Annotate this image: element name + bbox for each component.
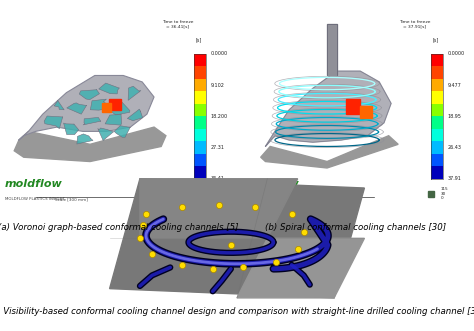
Polygon shape [44,116,63,129]
Polygon shape [109,179,365,298]
Polygon shape [360,106,372,118]
Polygon shape [194,166,206,179]
Text: moldflow: moldflow [5,179,63,189]
Polygon shape [194,116,206,129]
Text: Scale [300 mm]: Scale [300 mm] [55,197,88,201]
Text: [s]: [s] [433,37,439,42]
Polygon shape [431,67,443,79]
Polygon shape [431,166,443,179]
Polygon shape [194,54,206,67]
Text: 37.91: 37.91 [448,176,462,181]
Polygon shape [261,136,398,168]
Polygon shape [265,71,391,147]
Text: 9.102: 9.102 [211,83,225,88]
Text: 27.31: 27.31 [211,145,225,150]
Text: Time to freeze
= 37.91[s]: Time to freeze = 37.91[s] [399,20,430,28]
Polygon shape [109,99,121,110]
Polygon shape [431,54,443,67]
Text: [s]: [s] [196,37,202,42]
Polygon shape [91,99,112,110]
Text: MOLDFLOW PLASTICS INSIGHT: MOLDFLOW PLASTICS INSIGHT [5,197,64,201]
Text: 115
30
0: 115 30 0 [441,187,448,200]
Text: 26.43: 26.43 [448,145,462,150]
Polygon shape [64,123,79,135]
Polygon shape [431,91,443,104]
Polygon shape [128,109,143,121]
Text: Time to freeze
= 36.41[s]: Time to freeze = 36.41[s] [162,20,193,28]
Polygon shape [194,91,206,104]
Polygon shape [110,101,130,115]
Polygon shape [114,126,130,137]
Text: moldflow: moldflow [242,179,300,189]
Text: 0.0000: 0.0000 [448,51,465,57]
Polygon shape [431,141,443,154]
Polygon shape [431,129,443,141]
Polygon shape [327,24,337,75]
Polygon shape [140,179,298,238]
Polygon shape [431,154,443,166]
Text: (a) Voronoi graph-based conformal cooling channels [5]: (a) Voronoi graph-based conformal coolin… [0,223,239,232]
Polygon shape [431,104,443,116]
Polygon shape [77,134,93,144]
Polygon shape [194,67,206,79]
Polygon shape [346,99,360,114]
Polygon shape [431,79,443,91]
Text: 18.95: 18.95 [448,114,462,119]
Polygon shape [83,118,100,125]
Polygon shape [431,116,443,129]
Polygon shape [102,103,111,112]
Polygon shape [79,90,100,100]
Polygon shape [54,101,64,110]
Polygon shape [19,75,154,140]
Text: 9.477: 9.477 [448,83,462,88]
Polygon shape [99,83,119,94]
Polygon shape [237,238,365,298]
Polygon shape [194,104,206,116]
Text: Scale [300 mm]: Scale [300 mm] [292,197,325,201]
Polygon shape [194,129,206,141]
Text: 0.0000: 0.0000 [211,51,228,57]
Text: 115
30
0: 115 30 0 [204,187,211,200]
Text: MOLDFLOW PLASTICS INSIGHT: MOLDFLOW PLASTICS INSIGHT [242,197,301,201]
Text: (b) Spiral conformal cooling channels [30]: (b) Spiral conformal cooling channels [3… [265,223,446,232]
Polygon shape [128,86,141,100]
Polygon shape [67,103,86,114]
Text: 36.41: 36.41 [211,176,225,181]
Polygon shape [194,79,206,91]
Polygon shape [14,127,166,162]
Polygon shape [105,115,121,125]
Polygon shape [98,128,113,140]
Polygon shape [194,154,206,166]
Text: 18.200: 18.200 [211,114,228,119]
Polygon shape [194,141,206,154]
Text: (c) Visibility-based conformal cooling channel design and comparison with straig: (c) Visibility-based conformal cooling c… [0,307,474,316]
